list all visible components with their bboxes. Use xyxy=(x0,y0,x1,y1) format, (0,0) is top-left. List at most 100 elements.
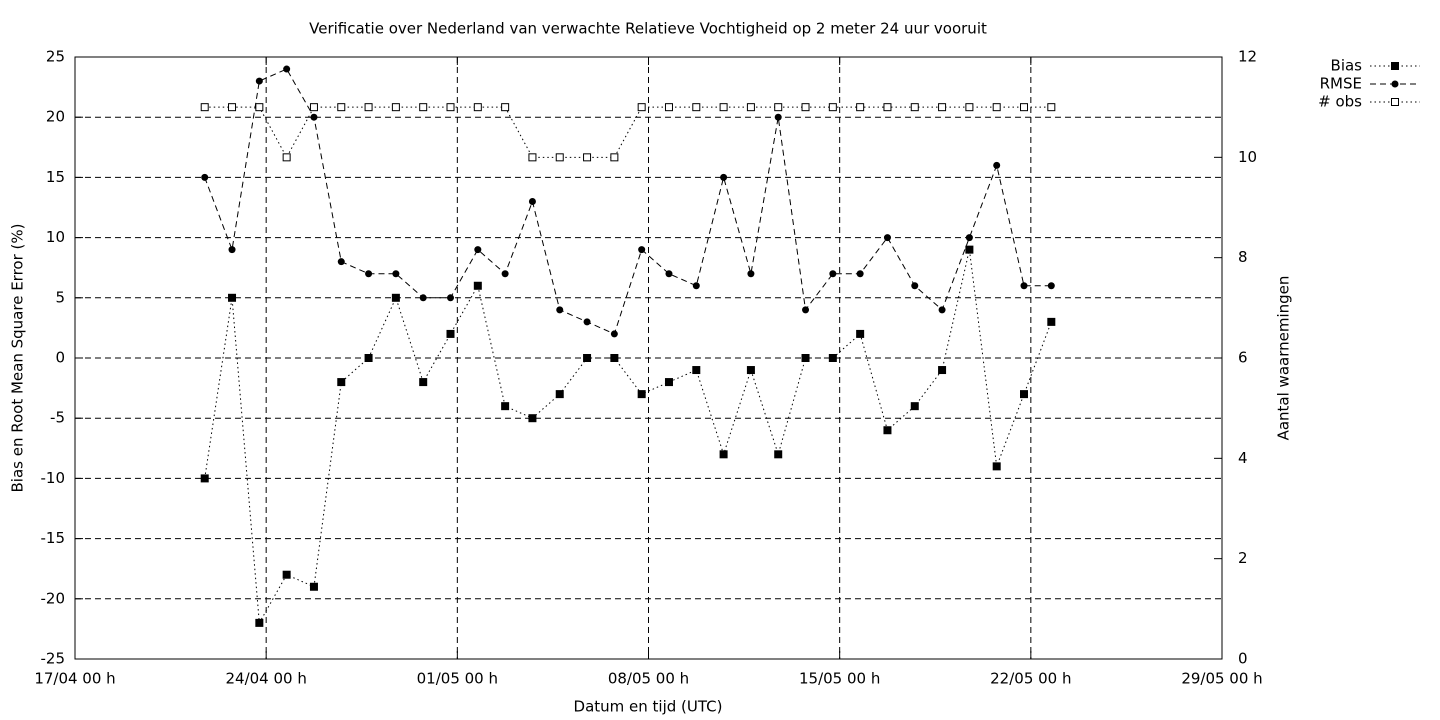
point xyxy=(474,246,482,254)
legend-label: # obs xyxy=(1318,93,1362,111)
point xyxy=(446,103,455,112)
point xyxy=(910,103,919,112)
point xyxy=(883,103,892,112)
point xyxy=(637,103,646,112)
y-tick-label: -15 xyxy=(41,529,66,547)
y-tick-label: 20 xyxy=(46,108,65,126)
x-axis-label: Datum en tijd (UTC) xyxy=(574,698,723,716)
point xyxy=(501,402,510,411)
point xyxy=(992,103,1001,112)
y2-tick-label: 12 xyxy=(1238,48,1257,66)
y2-axis-label: Aantal waarnemingen xyxy=(1275,276,1293,441)
point xyxy=(364,354,373,362)
point xyxy=(638,246,646,254)
point xyxy=(965,245,974,254)
point xyxy=(802,306,810,314)
point xyxy=(774,103,783,112)
x-tick-label: 22/05 00 h xyxy=(990,670,1071,688)
point xyxy=(228,103,237,112)
x-tick-label: 17/04 00 h xyxy=(34,670,115,688)
point xyxy=(555,153,564,162)
series-line xyxy=(204,106,1052,159)
point xyxy=(583,354,592,362)
point xyxy=(337,103,346,112)
point xyxy=(610,153,619,162)
y2-tick-label: 8 xyxy=(1238,248,1248,266)
point xyxy=(610,354,619,362)
point xyxy=(583,318,591,326)
y-tick-label: 15 xyxy=(46,168,65,186)
point xyxy=(501,103,510,112)
point xyxy=(965,234,973,242)
point xyxy=(720,173,728,181)
x-tick-label: 01/05 00 h xyxy=(417,670,498,688)
chart-title: Verificatie over Nederland van verwachte… xyxy=(309,20,987,38)
point xyxy=(365,270,373,278)
legend-label: Bias xyxy=(1331,57,1363,75)
x-tick-label: 24/04 00 h xyxy=(225,670,306,688)
y2-tick-label: 6 xyxy=(1238,349,1248,367)
point xyxy=(719,450,728,459)
point xyxy=(228,293,237,302)
point xyxy=(938,366,947,375)
point xyxy=(637,390,646,399)
point xyxy=(282,570,291,579)
point xyxy=(692,282,700,290)
point xyxy=(801,103,810,112)
point xyxy=(473,281,482,290)
point xyxy=(856,329,865,338)
y2-tick-label: 2 xyxy=(1238,549,1248,567)
point xyxy=(856,270,864,278)
point xyxy=(828,354,837,362)
x-tick-label: 08/05 00 h xyxy=(608,670,689,688)
y2-tick-label: 10 xyxy=(1238,148,1257,166)
y-axis-label: Bias en Root Mean Square Error (%) xyxy=(9,224,27,493)
point xyxy=(1020,103,1029,112)
y-tick-label: -5 xyxy=(50,409,65,427)
point xyxy=(993,161,1001,169)
point xyxy=(447,294,455,302)
point xyxy=(337,258,345,266)
point xyxy=(992,462,1001,471)
point xyxy=(392,270,400,278)
point xyxy=(200,474,209,483)
point xyxy=(556,306,564,314)
point xyxy=(692,103,701,112)
point xyxy=(391,103,400,112)
point xyxy=(501,270,509,278)
point xyxy=(746,366,755,375)
point xyxy=(200,103,209,112)
point xyxy=(391,293,400,302)
point xyxy=(883,426,892,435)
point xyxy=(664,103,673,112)
point xyxy=(528,414,537,423)
x-tick-label: 29/05 00 h xyxy=(1181,670,1262,688)
point xyxy=(1047,317,1056,326)
y-tick-label: 10 xyxy=(46,228,65,246)
series-line xyxy=(204,68,1052,335)
point xyxy=(419,294,427,302)
point xyxy=(1020,282,1028,290)
point xyxy=(774,113,782,121)
point xyxy=(938,103,947,112)
point xyxy=(883,234,891,242)
point xyxy=(801,354,810,362)
point xyxy=(583,153,592,162)
point xyxy=(282,153,291,162)
point xyxy=(910,402,919,411)
point xyxy=(446,329,455,338)
point xyxy=(774,450,783,459)
y-tick-label: -20 xyxy=(41,589,66,607)
y-tick-label: 5 xyxy=(55,288,65,306)
point xyxy=(555,390,564,399)
point xyxy=(283,65,291,73)
point xyxy=(255,618,264,627)
point xyxy=(309,582,318,591)
point xyxy=(1020,390,1029,399)
point xyxy=(255,77,263,85)
point xyxy=(938,306,946,314)
point xyxy=(419,103,428,112)
point xyxy=(255,103,264,112)
point xyxy=(829,270,837,278)
